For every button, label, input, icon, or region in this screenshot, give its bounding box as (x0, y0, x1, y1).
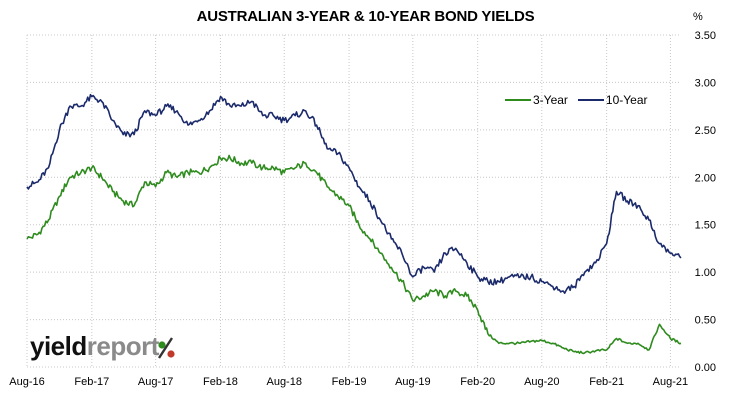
logo-percent-icon (157, 337, 175, 359)
legend-item-3-year: 3-Year (505, 93, 568, 107)
series-line-3-year (26, 154, 682, 355)
legend-item-10-year: 10-Year (577, 93, 648, 107)
legend-label-10-year: 10-Year (605, 93, 648, 107)
y-axis-unit: % (693, 11, 703, 23)
x-tick-label: Aug-17 (138, 376, 173, 388)
chart-title: AUSTRALIAN 3-YEAR & 10-YEAR BOND YIELDS (196, 8, 535, 25)
x-tick-label: Feb-17 (74, 376, 109, 388)
x-tick-label: Feb-21 (589, 376, 624, 388)
series-lines (26, 93, 682, 355)
y-tick-label: 0.00 (695, 362, 716, 374)
x-tick-label: Feb-18 (203, 376, 238, 388)
y-tick-label: 1.50 (695, 220, 716, 232)
y-tick-label: 2.00 (695, 172, 716, 184)
logo-percent-slash (157, 337, 174, 359)
y-tick-label: 3.00 (695, 77, 716, 89)
x-tick-label: Aug-16 (9, 376, 44, 388)
logo-percent-bottom-dot (167, 350, 175, 358)
legend-label-3-year: 3-Year (533, 93, 568, 107)
y-axis-ticks: 0.00 0.50 1.00 1.50 2.00 2.50 3.00 3.50 (695, 30, 716, 374)
y-tick-label: 1.00 (695, 267, 716, 279)
yieldreport-logo: yieldreport (30, 333, 159, 359)
y-tick-label: 0.50 (695, 315, 716, 327)
x-tick-label: Aug-20 (524, 376, 559, 388)
legend-swatch-10-year (577, 99, 604, 101)
x-tick-label: Feb-20 (460, 376, 495, 388)
chart-legend: 3-Year 10-Year (505, 93, 648, 107)
x-tick-label: Aug-18 (266, 376, 301, 388)
x-tick-label: Aug-21 (653, 376, 688, 388)
series-line-10-year (26, 93, 682, 294)
y-tick-label: 2.50 (695, 125, 716, 137)
logo-percent-top-dot (158, 341, 166, 349)
logo-text-report: report (86, 331, 160, 361)
x-axis-ticks: Aug-16 Feb-17 Aug-17 Feb-18 Aug-18 Feb-19 Aug-… (9, 376, 688, 388)
x-tick-label: Aug-19 (395, 376, 430, 388)
logo-text-yield: yield (30, 331, 87, 361)
legend-swatch-3-year (505, 99, 531, 101)
x-tick-label: Feb-19 (332, 376, 367, 388)
y-tick-label: 3.50 (695, 30, 716, 42)
